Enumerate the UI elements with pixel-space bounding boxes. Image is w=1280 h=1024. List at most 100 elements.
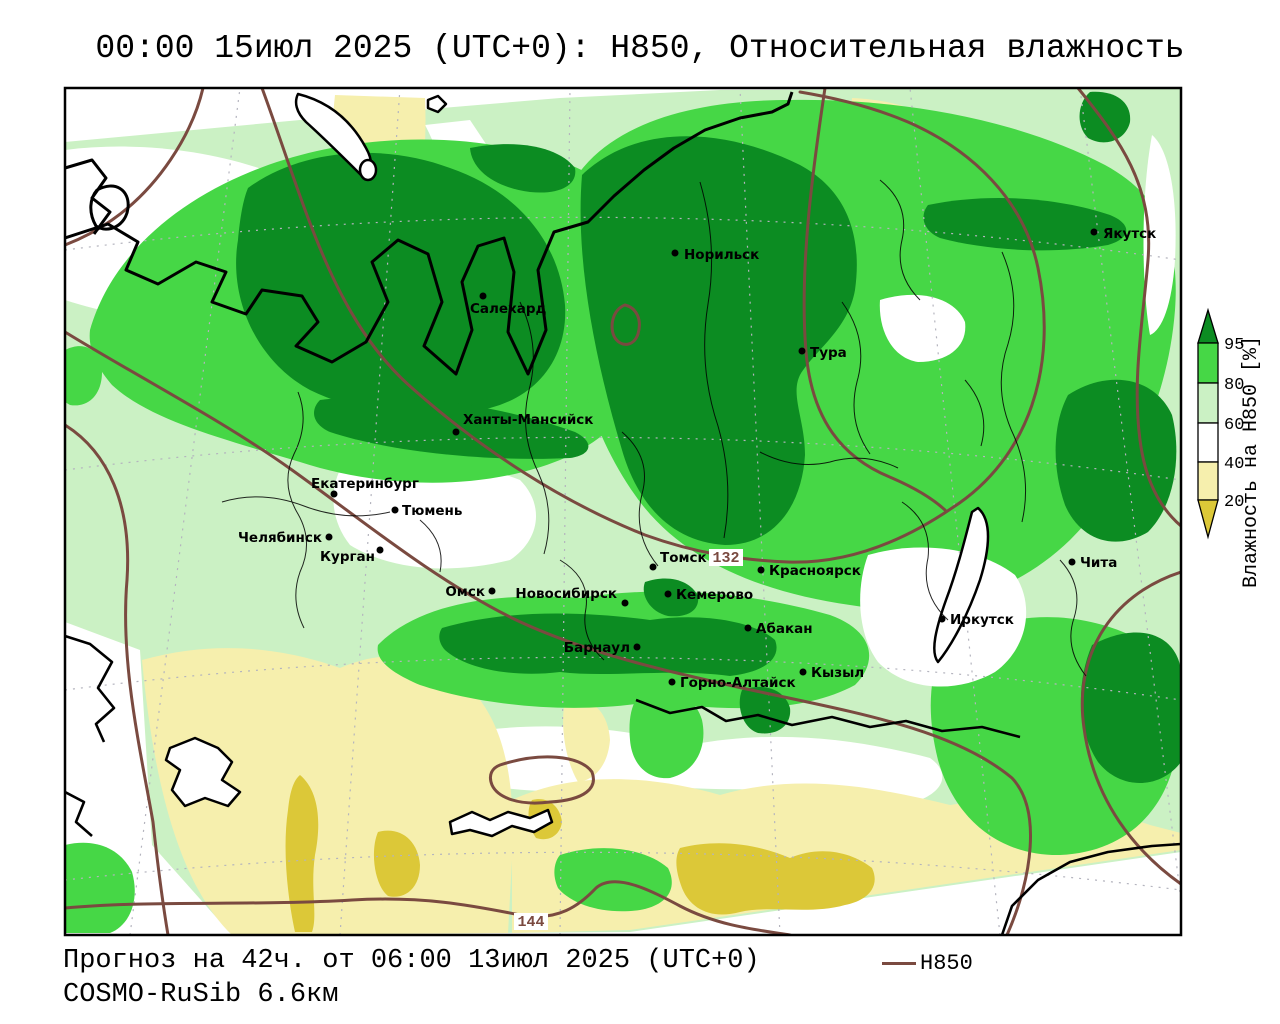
city-dot (452, 428, 460, 436)
city-dot (479, 292, 487, 300)
arctic-coastline (65, 91, 794, 376)
city-marker: Томск (649, 550, 707, 571)
city-dot (621, 599, 629, 607)
city-marker: Чита (1068, 555, 1117, 571)
lake-baikal (933, 506, 990, 664)
city-dot (668, 678, 676, 686)
city-marker: Красноярск (757, 563, 861, 579)
page-title: 00:00 15июл 2025 (UTC+0): H850, Относите… (95, 30, 1185, 67)
city-dot (649, 563, 657, 571)
city-marker: Тура (798, 345, 847, 361)
lake-zaysan (448, 808, 554, 838)
city-dot (391, 506, 399, 514)
city-marker: Кызыл (799, 665, 864, 681)
city-label: Кызыл (811, 665, 864, 681)
state-border-southeast (1000, 842, 1181, 935)
city-marker: Курган (320, 546, 384, 565)
city-marker: Омск (445, 584, 496, 600)
island (358, 158, 378, 182)
city-label: Якутск (1103, 226, 1156, 242)
city-dot (488, 587, 496, 595)
colorbar: 95 80 60 40 20 (1197, 307, 1244, 540)
contour-value-labels: 132 144 (514, 549, 743, 931)
city-label: Горно-Алтайск (680, 675, 796, 691)
city-label: Норильск (684, 247, 759, 263)
contour-label-text: 132 (712, 550, 739, 567)
coastlines-and-borders (65, 91, 1181, 935)
colorbar-tick: 95 (1224, 336, 1244, 355)
colorbar-tick: 40 (1224, 455, 1244, 474)
city-label: Челябинск (238, 530, 322, 546)
city-marker: Салехард (470, 292, 547, 317)
humidity-field (65, 88, 1181, 935)
city-dot (664, 590, 672, 598)
city-label: Салехард (470, 301, 547, 317)
contour-label: 144 (514, 913, 548, 931)
city-dot (325, 533, 333, 541)
city-dot (671, 249, 679, 257)
city-label: Барнаул (564, 640, 630, 656)
city-dot (330, 490, 338, 498)
colorbar-bottom-arrow (1197, 499, 1219, 540)
city-dot (938, 615, 946, 623)
city-marker: Екатеринбург (311, 476, 419, 498)
colorbar-band (1197, 461, 1219, 501)
city-dot (1068, 558, 1076, 566)
city-label: Кемерово (676, 587, 753, 603)
contour-legend: H850 (882, 951, 973, 976)
city-marker: Ханты-Мансийск (452, 412, 593, 436)
city-marker: Норильск (671, 247, 759, 263)
city-label: Екатеринбург (311, 476, 419, 492)
city-marker: Кемерово (664, 587, 753, 603)
city-label: Тюмень (402, 503, 462, 519)
h850-line-swatch (882, 962, 916, 965)
contour-label-text: 144 (517, 914, 544, 931)
city-markers: Норильск Салехард Тура Якутск Ханты-Мансийск… (238, 226, 1156, 691)
city-label: Ханты-Мансийск (463, 412, 593, 428)
city-label: Тура (810, 345, 847, 361)
city-label: Томск (660, 550, 707, 566)
city-label: Омск (445, 584, 485, 600)
city-dot (633, 643, 641, 651)
city-marker: Тюмень (391, 503, 462, 519)
city-label: Красноярск (769, 563, 861, 579)
admin-boundaries (221, 179, 1087, 677)
island-small (426, 94, 448, 114)
city-marker: Челябинск (238, 530, 333, 546)
model-info: COSMO-RuSib 6.6км (63, 980, 339, 1010)
city-label: Иркутск (950, 612, 1014, 628)
city-dot (1090, 228, 1098, 236)
state-border-south (635, 698, 1021, 739)
city-label: Абакан (756, 621, 813, 637)
colorbar-band (1197, 422, 1219, 463)
city-marker: Горно-Алтайск (668, 675, 796, 691)
city-label: Чита (1080, 555, 1117, 571)
city-dot (798, 347, 806, 355)
state-border-west (65, 634, 116, 837)
city-marker: Новосибирск (515, 586, 629, 607)
white-sea-coast (65, 158, 130, 235)
colorbar-tick: 20 (1224, 493, 1244, 512)
city-dot (376, 546, 384, 554)
city-marker: Иркутск (938, 612, 1014, 628)
colorbar-title: Влажность на H850 [%] (1240, 336, 1263, 588)
city-marker: Барнаул (564, 640, 641, 656)
colorbar-tick: 60 (1224, 416, 1244, 435)
city-label: Новосибирск (515, 586, 617, 602)
city-dot (799, 668, 807, 676)
h850-legend-label: H850 (920, 951, 973, 976)
map-border (63, 86, 1183, 937)
city-marker: Абакан (744, 621, 813, 637)
contour-label: 132 (709, 549, 743, 567)
city-label: Курган (320, 549, 375, 565)
forecast-info: Прогноз на 42ч. от 06:00 13июл 2025 (UTC… (63, 946, 760, 976)
colorbar-band (1197, 382, 1219, 424)
colorbar-tick: 80 (1224, 376, 1244, 395)
city-dot (744, 624, 752, 632)
lake-balkhash (164, 736, 242, 808)
colorbar-band (1197, 342, 1219, 384)
city-dot (757, 566, 765, 574)
colorbar-top-arrow (1197, 307, 1219, 344)
